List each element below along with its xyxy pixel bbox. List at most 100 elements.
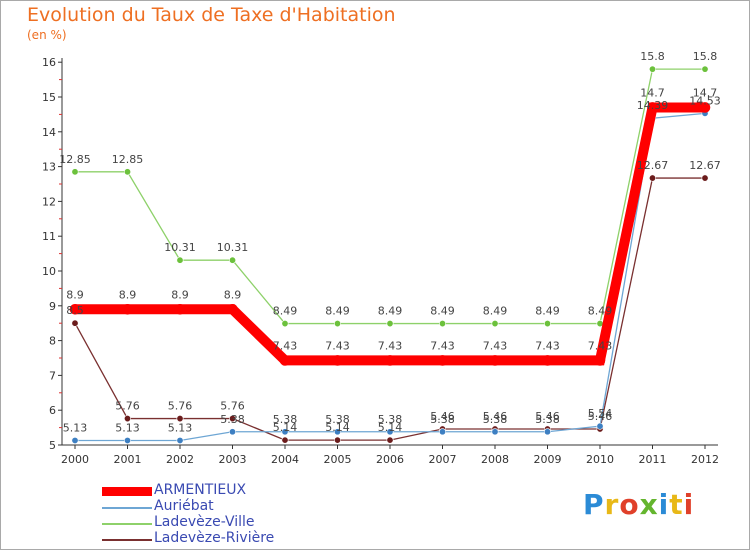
y-tick-label: 8 [49,335,56,348]
data-label: 5.38 [430,413,455,426]
data-label: 7.43 [325,339,350,352]
data-label: 7.43 [588,339,613,352]
data-label: 5.14 [273,421,298,434]
x-tick-label: 2011 [639,453,667,466]
legend-swatch [102,507,152,509]
legend-label: Ladevèze-Ville [154,514,255,530]
data-point [386,436,394,444]
x-tick-label: 2010 [586,453,614,466]
logo-letter: x [639,488,659,521]
logo-letter: i [658,488,670,521]
data-label: 10.31 [164,241,196,254]
legend-label: Auriébat [154,498,214,514]
data-label: 7.43 [273,339,298,352]
y-tick-label: 5 [49,439,56,452]
data-label: 8.49 [430,305,455,318]
data-point [701,65,709,73]
data-point [438,320,446,328]
data-label: 8.49 [325,305,350,318]
data-label: 5.76 [220,400,245,413]
data-label: 8.5 [66,304,84,317]
data-point [69,303,81,315]
data-point [701,174,709,182]
data-label: 5.38 [535,413,560,426]
chart-title: Evolution du Taux de Taxe d'Habitation [27,4,396,26]
data-label: 7.43 [483,339,508,352]
data-label: 5.46 [588,410,613,423]
x-tick-label: 2012 [691,453,719,466]
data-label: 5.13 [168,421,193,434]
data-point [229,428,237,436]
data-point [281,436,289,444]
y-tick-label: 16 [42,56,56,69]
y-tick-label: 15 [42,91,56,104]
data-point [124,415,132,423]
data-label: 12.85 [59,153,91,166]
x-tick-label: 2008 [481,453,509,466]
data-label: 5.38 [378,413,403,426]
y-tick-label: 9 [49,300,56,313]
data-point [281,428,289,436]
x-tick-label: 2005 [324,453,352,466]
data-point [437,355,448,366]
data-label: 5.46 [535,410,560,423]
x-tick-label: 2002 [166,453,194,466]
data-point [647,102,658,113]
data-point [124,436,132,444]
data-label: 5.76 [115,400,140,413]
data-point [438,428,446,436]
data-label: 5.76 [168,400,193,413]
legend-swatch [102,523,152,525]
data-point [71,319,79,327]
data-point [122,303,133,315]
data-label: 7.43 [535,339,560,352]
data-label: 8.49 [483,305,508,318]
proxiti-logo: Proxiti [583,488,694,521]
logo-letter: o [619,488,640,521]
x-tick-label: 2001 [114,453,142,466]
data-point [229,415,237,423]
data-point [176,436,184,444]
data-label: 12.85 [112,153,144,166]
data-point [71,168,79,176]
logo-letter: r [604,488,620,521]
data-point [386,428,394,436]
data-point [594,355,606,366]
y-tick-label: 11 [42,230,56,243]
units-label: (en %) [27,28,67,42]
logo-letter: i [683,488,695,521]
data-point [279,355,291,366]
data-point [71,436,79,444]
data-label: 5.46 [430,410,455,423]
data-label: 8.9 [224,288,242,301]
x-tick-label: 2003 [219,453,247,466]
y-tick-label: 13 [42,161,56,174]
y-tick-label: 7 [49,369,56,382]
x-tick-label: 2009 [534,453,562,466]
y-tick-label: 12 [42,195,56,208]
y-tick-label: 14 [42,126,56,139]
data-label: 8.49 [273,305,298,318]
y-tick-label: 6 [49,404,56,417]
data-point [543,320,551,328]
data-label: 12.67 [637,159,669,172]
data-label: 15.8 [640,50,665,63]
y-tick-label: 10 [42,265,56,278]
data-label: 14.7 [693,86,718,99]
data-label: 5.14 [378,421,403,434]
data-point [491,320,499,328]
data-label: 5.14 [325,421,350,434]
legend-label: Ladevèze-Rivière [154,530,275,546]
data-label: 8.49 [535,305,560,318]
data-point [648,174,656,182]
data-point [229,256,237,264]
data-point [333,436,341,444]
data-label: 14.53 [689,94,721,107]
series-line-1 [75,112,706,442]
data-label: 8.9 [171,288,189,301]
data-label: 5.13 [63,421,88,434]
logo-letter: P [583,488,605,521]
x-tick-label: 2006 [376,453,404,466]
